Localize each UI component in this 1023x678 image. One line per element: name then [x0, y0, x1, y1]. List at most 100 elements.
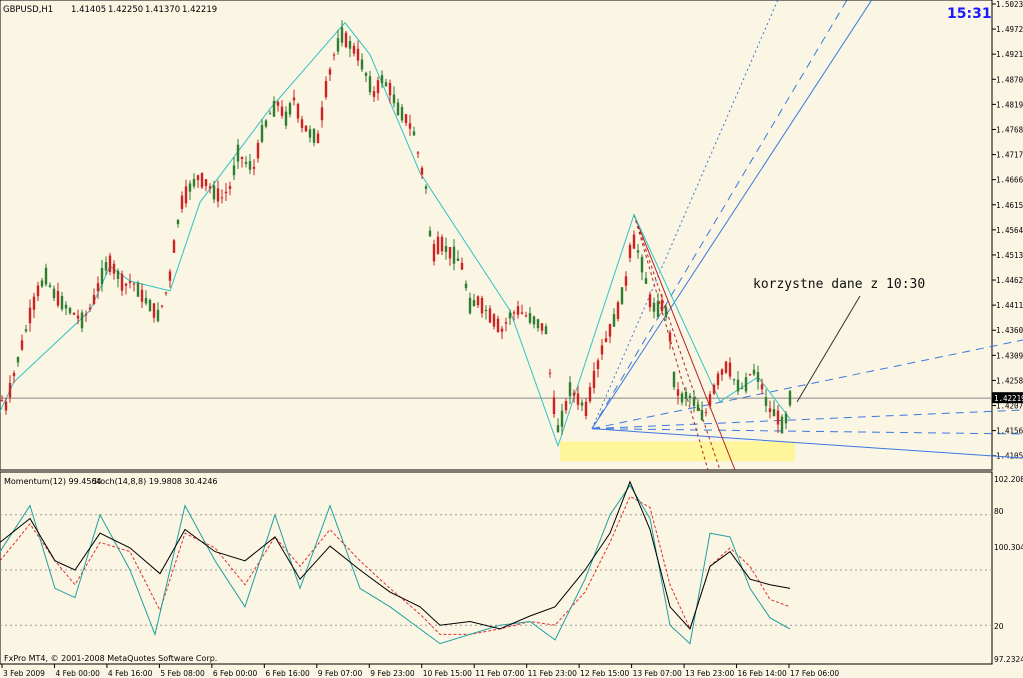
bear-candle [376, 80, 380, 94]
price-axis-label: 1.47170 [996, 151, 1023, 160]
bear-candle [344, 32, 348, 48]
momentum-label: Momentum(12) 99.4504 [4, 477, 102, 486]
bull-candle [560, 410, 564, 427]
bull-candle [700, 410, 704, 421]
bull-candle [444, 246, 448, 252]
bull-candle [48, 285, 52, 287]
price-axis-label: 1.42580 [996, 376, 1023, 385]
bear-candle [748, 374, 752, 376]
fan-line [591, 0, 779, 429]
bull-candle [176, 219, 180, 225]
bull-candle [340, 27, 344, 43]
bear-candle [616, 302, 620, 319]
bear-candle [600, 345, 604, 355]
bear-candle [372, 91, 376, 97]
bear-candle [88, 307, 92, 310]
bull-candle [116, 270, 120, 279]
bull-candle [232, 165, 236, 176]
bull-candle [52, 288, 56, 299]
bear-candle [512, 312, 516, 314]
bull-candle [696, 404, 700, 411]
bear-candle [32, 296, 36, 310]
bull-candle [268, 113, 272, 115]
bear-candle [76, 315, 80, 319]
bull-candle [104, 262, 108, 271]
bear-candle [660, 300, 664, 312]
bear-candle [108, 255, 112, 272]
ohlc-low: 1.41370 [145, 5, 180, 15]
footer-copyright: FxPro MT4, © 2001-2008 MetaQuotes Softwa… [4, 654, 217, 663]
bear-candle [728, 362, 732, 377]
price-axis-label: 1.48190 [996, 100, 1023, 109]
bear-candle [0, 400, 4, 402]
time-axis-label: 9 Feb 07:00 [318, 669, 363, 678]
bear-candle [320, 107, 324, 121]
bear-candle [300, 119, 304, 128]
bear-candle [124, 283, 128, 286]
bear-candle [548, 372, 552, 374]
bull-candle [188, 183, 192, 192]
time-axis-label: 17 Feb 06:00 [790, 669, 839, 678]
ind-scale-1: 80 [994, 507, 1004, 516]
bear-candle [592, 370, 596, 388]
price-axis-label: 1.50230 [996, 0, 1023, 9]
bear-candle [256, 142, 260, 159]
bear-candle [296, 104, 300, 119]
price-axis-label: 1.45130 [996, 251, 1023, 260]
bear-candle [584, 401, 588, 416]
bull-candle [156, 309, 160, 322]
clock: 15:31 [947, 6, 992, 22]
bull-candle [680, 393, 684, 403]
price-axis-label: 1.41560 [996, 427, 1023, 436]
bull-candle [740, 388, 744, 390]
fan-line [591, 0, 873, 429]
price-axis-label: 1.46150 [996, 201, 1023, 210]
bear-candle [8, 382, 12, 398]
bull-candle [640, 256, 644, 273]
bull-candle [468, 297, 472, 314]
bull-candle [136, 283, 140, 297]
bear-candle [604, 338, 608, 342]
bull-candle [148, 299, 152, 312]
bear-candle [524, 315, 528, 317]
bull-candle [452, 246, 456, 264]
bear-candle [520, 312, 524, 314]
time-axis-label: 16 Feb 14:00 [738, 669, 787, 678]
bear-candle [480, 297, 484, 314]
bull-candle [380, 75, 384, 84]
bull-candle [424, 186, 428, 189]
fan-line [591, 0, 848, 429]
time-axis-label: 5 Feb 08:00 [160, 669, 205, 678]
bear-candle [768, 408, 772, 412]
price-axis-label: 1.46660 [996, 176, 1023, 185]
bear-candle [20, 340, 24, 350]
bear-candle [504, 322, 508, 324]
bear-candle [200, 172, 204, 188]
bear-candle [172, 240, 176, 253]
bull-candle [336, 38, 340, 52]
annotation-text: korzystne dane z 10:30 [753, 277, 925, 292]
current-price-label: 1.42219 [994, 394, 1023, 403]
bull-candle [348, 40, 352, 49]
bear-candle [72, 312, 76, 315]
bear-candle [500, 328, 504, 332]
bear-candle [4, 401, 8, 411]
stoch-label: Stoch(14,8,8) 19.9808 30.4246 [92, 477, 218, 486]
bear-candle [608, 323, 612, 337]
bear-candle [432, 244, 436, 262]
bull-candle [732, 379, 736, 381]
price-axis-label: 1.49210 [996, 50, 1023, 59]
bull-candle [360, 59, 364, 70]
bear-candle [208, 186, 212, 189]
bull-candle [368, 76, 372, 93]
highlight-zone [560, 441, 795, 462]
bear-candle [716, 373, 720, 386]
time-axis-label: 6 Feb 16:00 [265, 669, 310, 678]
bull-candle [644, 278, 648, 284]
bull-candle [684, 391, 688, 399]
bear-candle [120, 273, 124, 291]
bull-candle [664, 307, 668, 318]
bull-candle [244, 161, 248, 164]
